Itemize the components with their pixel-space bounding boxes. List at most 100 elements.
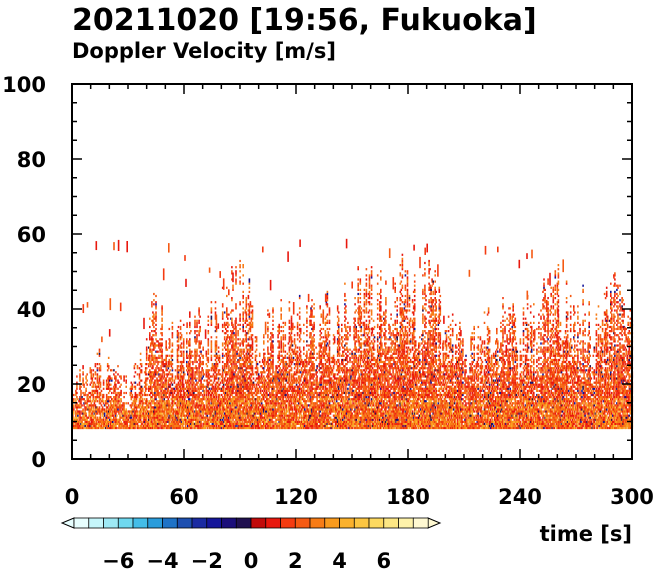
echo-cell	[171, 383, 174, 386]
echo-cell	[135, 412, 138, 415]
echo-cell	[270, 352, 272, 355]
echo-cell	[94, 371, 97, 374]
echo-cell	[158, 404, 160, 407]
echo-cell	[78, 424, 80, 428]
echo-cell	[149, 371, 151, 374]
echo-cell	[82, 383, 84, 386]
echo-cell	[155, 294, 157, 298]
echo-cell	[114, 424, 116, 428]
echo-cell	[172, 420, 175, 423]
echo-cell	[150, 379, 152, 382]
echo-cell	[230, 348, 232, 351]
echo-cell	[115, 406, 117, 409]
echo-cell	[234, 348, 236, 351]
echo-cell	[200, 373, 202, 376]
echo-cell	[207, 342, 210, 345]
echo-cell	[177, 373, 180, 376]
echo-cell	[160, 360, 162, 364]
echo-cell	[153, 346, 155, 349]
echo-cell	[125, 391, 127, 395]
echo-cell	[198, 400, 200, 403]
echo-cell	[239, 358, 241, 362]
echo-cell	[91, 426, 94, 430]
echo-cell	[232, 325, 234, 329]
echo-cell	[148, 389, 150, 392]
echo-cell	[176, 375, 179, 378]
echo-cell	[180, 414, 183, 417]
echo-cell	[85, 414, 87, 417]
echo-cell	[165, 365, 167, 368]
echo-cell	[149, 358, 151, 362]
echo-cell	[222, 381, 225, 384]
echo-cell	[155, 301, 157, 304]
echo-cell	[148, 358, 150, 362]
echo-cell	[94, 385, 97, 388]
echo-cell	[157, 391, 159, 395]
echo-cell	[100, 418, 103, 421]
echo-cell	[205, 391, 208, 395]
echo-cell	[170, 402, 173, 405]
echo-cell	[107, 400, 110, 403]
echo-cell	[148, 346, 150, 349]
echo-cell	[270, 424, 272, 428]
echo-cell	[182, 391, 185, 395]
echo-cell	[96, 418, 99, 421]
echo-cell	[199, 400, 201, 403]
echo-cell	[172, 387, 175, 390]
echo-cell	[145, 393, 148, 397]
echo-cell	[105, 410, 108, 413]
echo-cell	[242, 393, 244, 397]
echo-cell	[144, 400, 147, 403]
echo-cell	[161, 404, 163, 407]
echo-cell	[198, 330, 200, 333]
echo-cell	[182, 422, 185, 425]
echo-cell	[166, 389, 169, 392]
echo-cell	[251, 321, 254, 324]
echo-cell	[98, 363, 101, 366]
echo-cell	[161, 307, 163, 310]
echo-cell	[188, 387, 190, 390]
echo-cell	[133, 404, 136, 407]
echo-cell	[163, 420, 165, 423]
echo-cell	[189, 387, 191, 390]
echo-cell	[161, 410, 163, 413]
echo-cell	[256, 363, 259, 366]
echo-cell	[200, 352, 202, 355]
echo-cell	[231, 365, 233, 368]
echo-cell	[205, 352, 208, 355]
echo-cell	[210, 307, 213, 310]
echo-cell	[160, 402, 162, 405]
echo-cell	[85, 402, 87, 405]
echo-cell	[120, 404, 122, 407]
echo-cell	[201, 406, 203, 409]
echo-cell	[235, 354, 237, 357]
echo-cell	[113, 422, 115, 425]
echo-cell	[86, 402, 88, 405]
echo-cell	[177, 338, 180, 341]
echo-cell	[246, 358, 249, 362]
echo-cell	[73, 424, 75, 428]
echo-cell	[116, 414, 118, 417]
echo-cell	[84, 393, 86, 397]
echo-cell	[94, 404, 97, 407]
echo-cell	[208, 381, 211, 384]
echo-cell	[152, 393, 154, 397]
echo-cell	[256, 404, 259, 407]
echo-cell	[129, 418, 132, 421]
echo-cell	[191, 375, 193, 378]
echo-cell	[199, 420, 201, 423]
echo-cell	[191, 371, 193, 374]
echo-cell	[153, 334, 155, 337]
echo-cell	[87, 408, 89, 411]
echo-cell	[202, 375, 204, 378]
echo-cell	[196, 369, 198, 372]
echo-cell	[277, 371, 279, 374]
echo-cell	[160, 406, 162, 409]
echo-cell	[203, 406, 205, 409]
echo-cell	[79, 404, 81, 407]
echo-cell	[160, 410, 162, 413]
echo-cell	[139, 391, 142, 395]
echo-cell	[93, 420, 96, 423]
echo-cell	[257, 400, 260, 403]
echo-cell	[272, 311, 274, 314]
